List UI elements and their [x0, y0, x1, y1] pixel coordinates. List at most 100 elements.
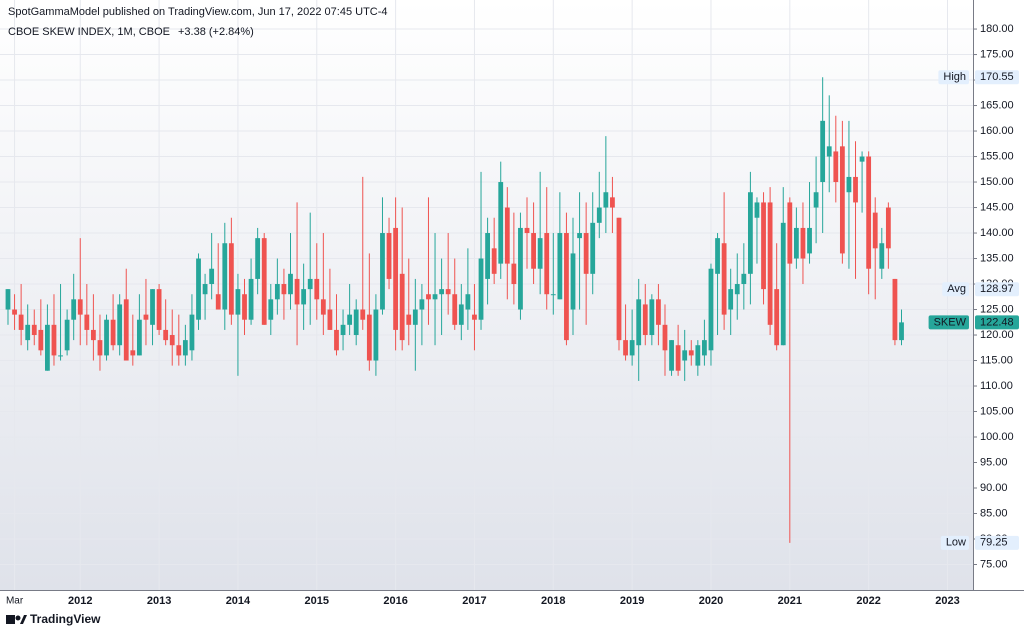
candle-body [590, 222, 596, 274]
candle-body [38, 329, 44, 351]
candle-body [577, 233, 582, 239]
candle-body [143, 314, 149, 320]
candle-body [445, 289, 451, 295]
candle-body [734, 284, 740, 295]
price-label-box [975, 70, 1019, 85]
candle-body [754, 202, 760, 218]
candle-body [406, 314, 412, 325]
y-tick-label: 115.00 [980, 354, 1013, 366]
candle-body [353, 309, 359, 336]
candle-body [334, 329, 339, 351]
candle-body [656, 299, 661, 325]
candle-body [18, 314, 24, 330]
candle-body [767, 202, 773, 325]
candle-body [636, 299, 642, 346]
y-tick-label: 175.00 [980, 48, 1014, 60]
candle-body [642, 304, 648, 336]
candle-body [110, 319, 116, 346]
candle-body [5, 289, 11, 310]
candle-body [399, 273, 405, 341]
price-label-value: 79.25 [980, 537, 1008, 549]
candle-body [872, 212, 878, 249]
candle-body [294, 278, 300, 305]
y-tick-label: 100.00 [980, 431, 1014, 443]
y-tick-label: 125.00 [980, 303, 1014, 315]
candle-body [136, 319, 142, 356]
y-tick-label: 110.00 [980, 380, 1013, 392]
candle-body [688, 350, 694, 356]
x-tick-label: 2019 [620, 595, 644, 607]
candle-body [603, 192, 609, 208]
candle-body [846, 176, 852, 193]
candle-body [472, 314, 477, 320]
candle-body [156, 289, 162, 330]
candle-body [839, 146, 845, 254]
candle-body [583, 233, 589, 274]
candle-body [564, 233, 569, 341]
x-tick-label: 2021 [778, 595, 802, 607]
candle-body [182, 340, 188, 356]
candle-body [51, 324, 57, 356]
price-change: +3.38 (+2.84%) [178, 26, 254, 38]
candle-body [71, 299, 77, 320]
y-tick-label: 155.00 [980, 150, 1014, 162]
candle-body [288, 273, 293, 295]
price-label-name-box [940, 535, 969, 550]
candle-body [84, 314, 90, 330]
candle-body [169, 335, 175, 346]
candle-body [511, 263, 517, 285]
candle-body [557, 233, 563, 300]
candle-body [544, 233, 550, 295]
x-tick-label: 2014 [226, 595, 251, 607]
candle-body [189, 314, 195, 351]
candle-body [366, 314, 372, 361]
symbol-title: CBOE SKEW INDEX, 1M, CBOE [8, 26, 170, 38]
candle-body [458, 304, 464, 325]
price-label-name-box [942, 282, 969, 297]
candle-body [747, 192, 753, 274]
candle-body [274, 284, 280, 300]
candle-body [715, 238, 720, 274]
candle-body [793, 227, 799, 259]
candle-body [813, 192, 819, 208]
candle-body [45, 324, 50, 371]
x-tick-label: 2016 [383, 595, 407, 607]
candle-body [675, 345, 681, 371]
candle-body [695, 345, 701, 366]
candle-body [899, 322, 904, 341]
candle-body [853, 176, 858, 203]
y-tick-label: 145.00 [980, 201, 1014, 213]
candle-body [12, 309, 17, 315]
candle-body [504, 207, 510, 264]
x-tick-label: 2022 [856, 595, 880, 607]
candle-body [242, 294, 247, 320]
candle-body [531, 233, 536, 269]
footer-brand: TradingView [30, 612, 101, 626]
labels: 75.0080.0085.0090.0095.00100.00105.00110… [6, 23, 1019, 607]
candle-body [123, 299, 129, 361]
price-label-box [975, 315, 1019, 330]
plot-background [0, 0, 973, 590]
candle-body [97, 340, 103, 356]
x-tick-label: 2015 [305, 595, 329, 607]
candle-body [478, 258, 484, 320]
candle-body [774, 289, 780, 346]
candle-body [537, 238, 543, 269]
y-tick-label: 135.00 [980, 252, 1014, 264]
candle-body [629, 340, 635, 356]
candle-body [728, 289, 734, 310]
x-tick-label: 2013 [147, 595, 171, 607]
price-label-name: High [943, 71, 966, 83]
candle-body [518, 227, 523, 310]
x-tick-label: 2023 [935, 595, 959, 607]
candle-body [570, 253, 576, 310]
tradingview-logo [6, 615, 27, 624]
candle-body [31, 324, 37, 336]
price-label-name-box [938, 70, 969, 85]
candles [5, 77, 904, 543]
publisher-header: SpotGammaModel published on TradingView.… [8, 6, 388, 18]
x-tick-label: 2018 [541, 595, 565, 607]
candle-body [25, 324, 31, 341]
candle-body [307, 278, 313, 290]
